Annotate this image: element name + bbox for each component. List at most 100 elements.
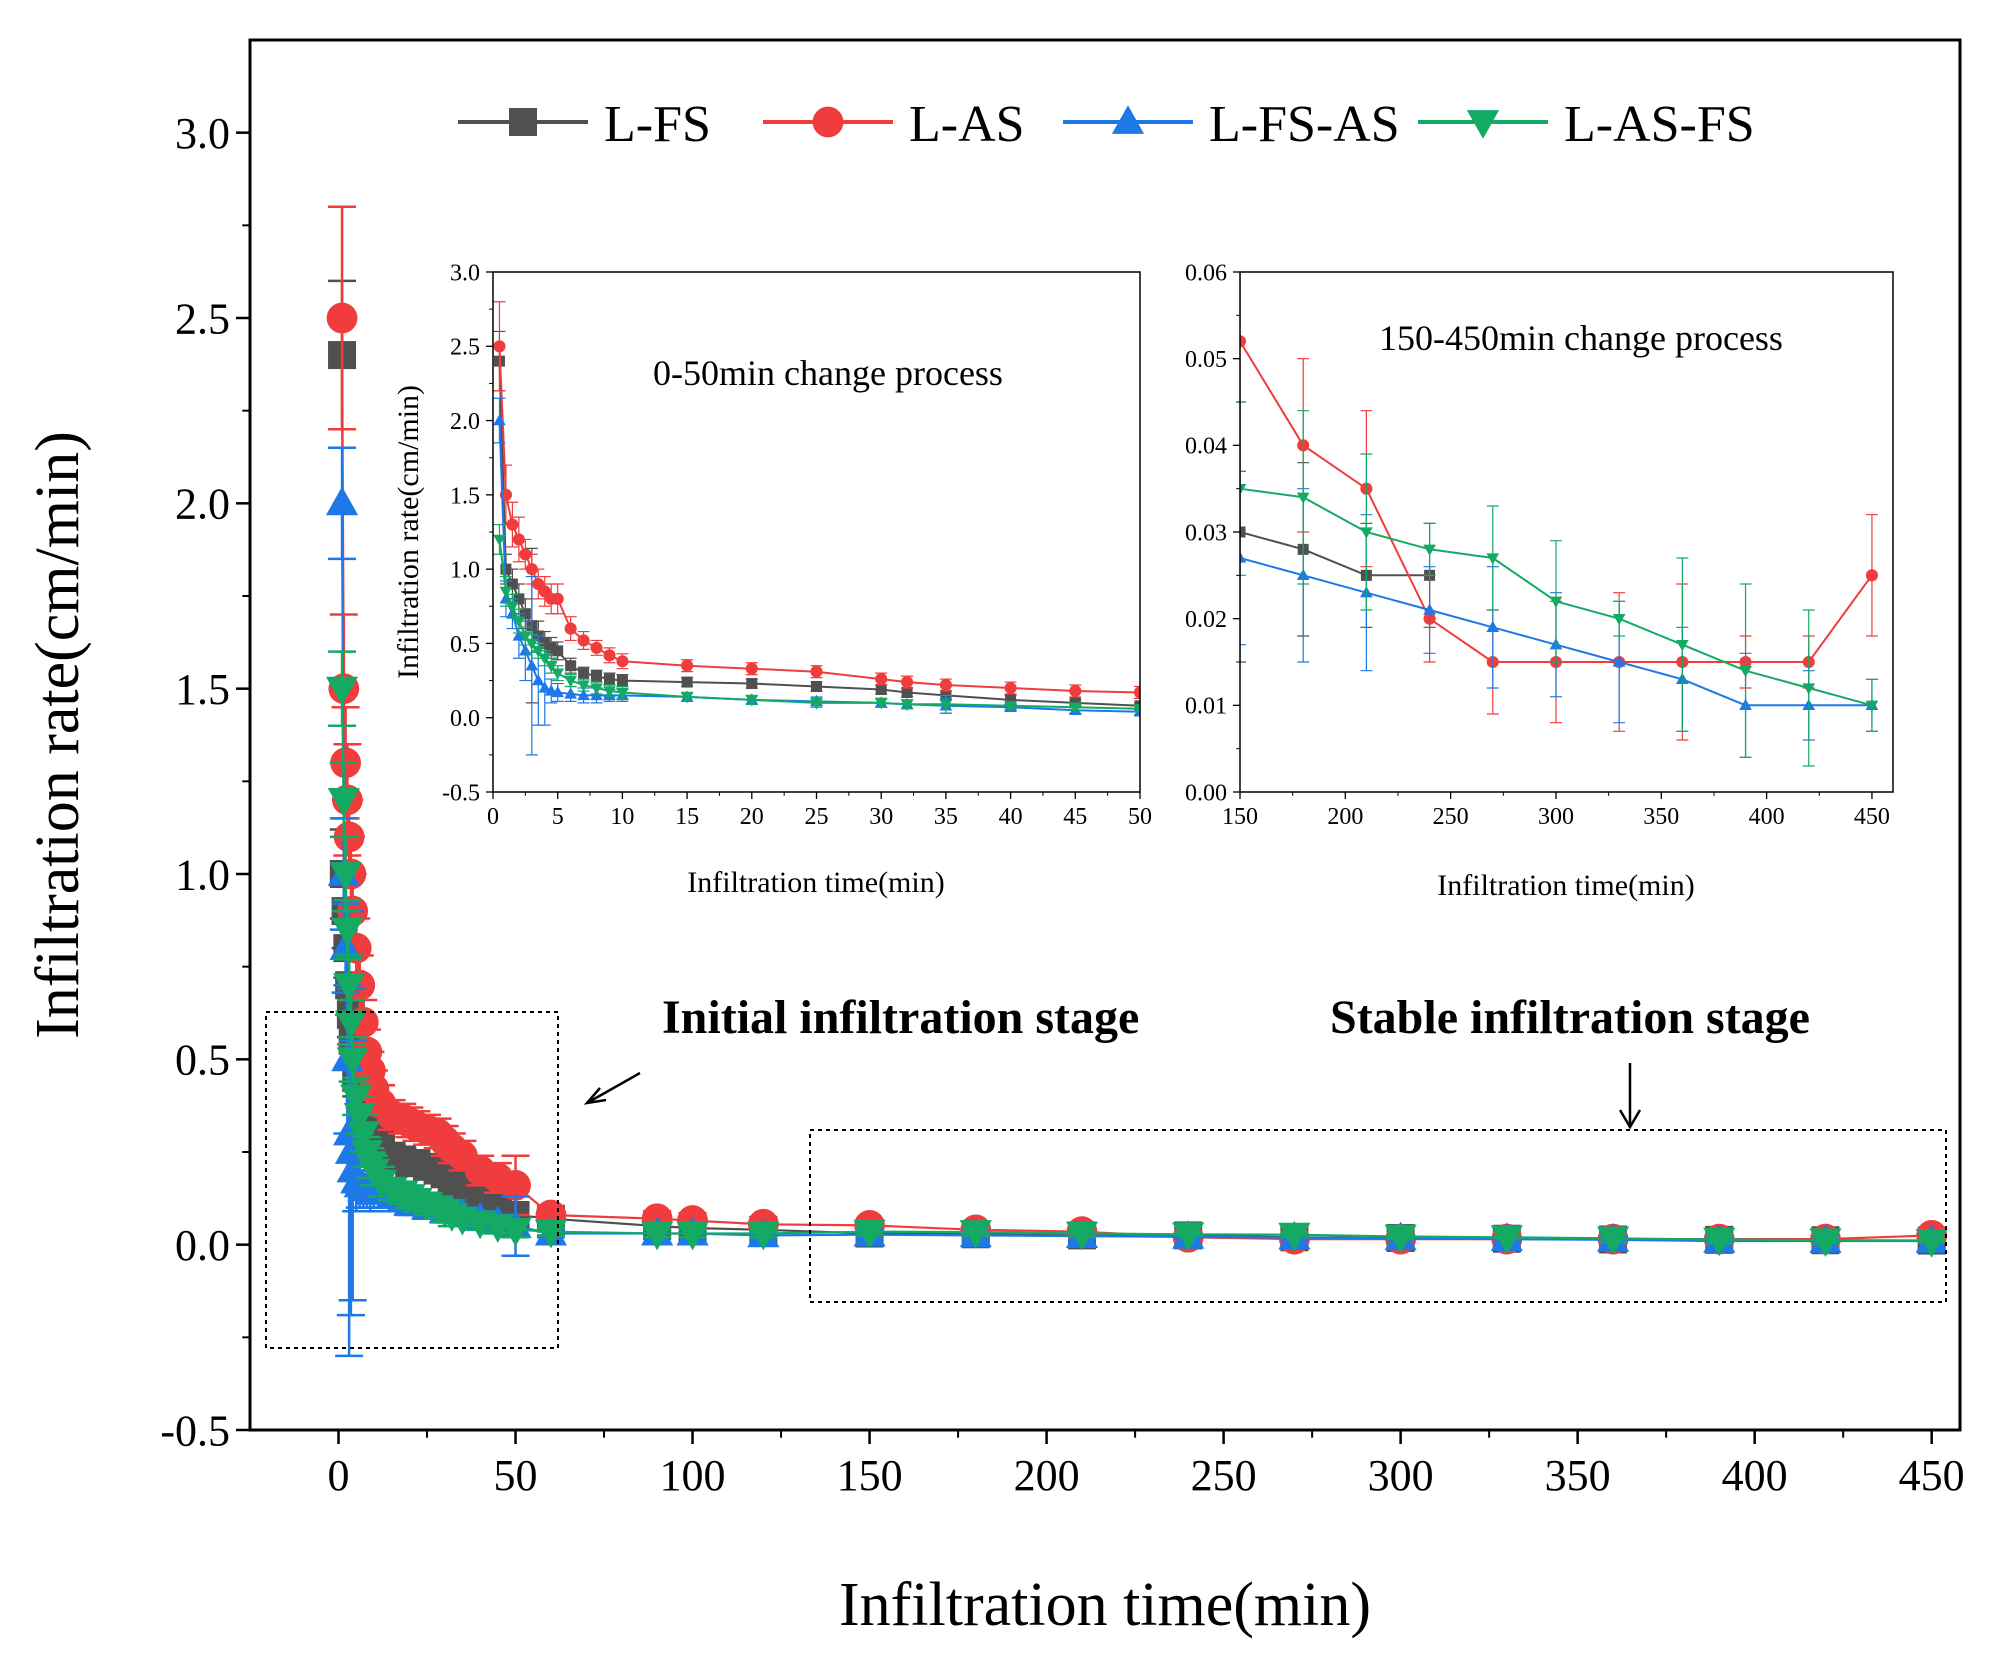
data-point	[512, 616, 526, 628]
legend-marker	[1466, 110, 1500, 139]
data-point	[1486, 620, 1500, 633]
data-point	[519, 548, 532, 561]
data-point	[519, 608, 531, 620]
data-point	[681, 659, 694, 672]
main-x-tick-label: 200	[1014, 1451, 1080, 1500]
inset2-y-tick-label: 0.04	[1185, 434, 1227, 460]
legend: L-FS L-AS L-FS-AS L-AS-FS	[458, 96, 1755, 153]
series-l-as-fs	[325, 650, 1948, 1258]
data-point	[525, 638, 539, 651]
inset1-y-tick-label: 1.5	[450, 483, 480, 509]
data-point	[1133, 705, 1140, 717]
inset2-y-tick-label: 0.05	[1185, 347, 1227, 373]
data-point	[875, 683, 887, 695]
data-point	[1240, 551, 1247, 563]
stable-stage-annotation: Stable infiltration stage	[1330, 991, 1810, 1044]
legend-label: L-AS	[909, 96, 1025, 153]
legend-label: L-FS	[604, 96, 711, 153]
inset2-axes: 150 200 250 300 350 400 450 0.00 0.01 0.02 0.03 0.0…	[1185, 260, 1890, 830]
data-point	[564, 687, 577, 699]
data-point	[1005, 694, 1017, 706]
data-point	[680, 692, 694, 704]
main-y-tick-label: 1.0	[175, 850, 230, 899]
data-point	[853, 1219, 886, 1249]
data-point	[875, 673, 888, 686]
inset1-axes: 0 5 10 15 20 25 30 35 40 45 50 -0.5 0.0 0.5 1.0 1.5 2.0 2…	[442, 260, 1152, 830]
data-point	[1133, 686, 1140, 699]
data-point	[578, 667, 590, 679]
data-point	[603, 673, 615, 685]
data-point	[325, 486, 359, 516]
data-point	[1004, 701, 1017, 713]
data-point	[506, 518, 519, 531]
data-point	[1809, 1228, 1842, 1258]
data-point	[551, 592, 564, 605]
data-point	[1915, 1229, 1948, 1258]
data-point	[1240, 526, 1246, 538]
inset2-y-tick-label: 0.02	[1185, 607, 1227, 633]
data-point	[565, 660, 577, 672]
main-x-tick-label: 250	[1191, 1451, 1257, 1500]
initial-stage-arrow	[583, 1071, 641, 1105]
data-point	[939, 678, 952, 692]
series-l-as-fs	[493, 523, 1140, 716]
inset1-x-tick-label: 40	[999, 804, 1023, 830]
data-point	[616, 687, 629, 700]
data-point	[506, 601, 519, 613]
data-point	[1865, 700, 1879, 712]
inset1-x-tick-label: 20	[740, 804, 764, 830]
data-point	[900, 699, 914, 711]
stable-stage-arrow	[1618, 1063, 1642, 1130]
data-point	[590, 683, 603, 695]
data-point	[1802, 683, 1816, 695]
error-bar	[1240, 401, 1246, 576]
inset2-x-tick-label: 450	[1854, 804, 1890, 830]
legend-item-l-fs-as: L-FS-AS	[1063, 96, 1400, 153]
inset2-x-tick-label: 150	[1222, 804, 1258, 830]
inset2-frame	[1239, 271, 1894, 793]
inset1-y-tick-label: 0.5	[450, 632, 480, 658]
data-point	[1068, 702, 1082, 714]
data-point	[347, 1121, 380, 1151]
data-point	[1069, 684, 1082, 698]
data-point	[1384, 1224, 1417, 1254]
data-point	[343, 1103, 376, 1132]
main-x-tick-label: 100	[660, 1451, 726, 1500]
data-point	[810, 665, 823, 678]
data-point	[506, 578, 518, 590]
main-y-tick-label: 2.5	[175, 294, 230, 343]
data-point	[577, 634, 590, 647]
legend-label: L-AS-FS	[1564, 96, 1755, 153]
data-point	[874, 698, 888, 710]
data-point	[512, 533, 525, 546]
data-point	[499, 1217, 532, 1247]
inset1-y-tick-label: 0.0	[450, 706, 480, 732]
data-point	[1549, 596, 1563, 608]
inset1-x-tick-label: 10	[610, 804, 634, 830]
data-point	[591, 670, 603, 682]
data-point	[959, 1220, 992, 1249]
data-point	[325, 676, 359, 706]
data-point	[329, 862, 362, 891]
data-point	[1296, 492, 1310, 504]
data-point	[499, 586, 513, 599]
data-point	[745, 662, 758, 675]
inset1-x-tick-label: 25	[805, 804, 829, 830]
data-point	[333, 973, 366, 1002]
main-series-layer	[325, 205, 1948, 1358]
main-x-tick-label: 300	[1368, 1451, 1434, 1500]
data-point	[539, 637, 551, 649]
data-point	[493, 534, 506, 547]
data-point	[747, 1221, 780, 1251]
initial-stage-annotation: Initial infiltration stage	[662, 991, 1139, 1044]
data-point	[603, 649, 616, 662]
main-plot-frame	[248, 38, 1962, 1432]
data-point	[552, 645, 564, 657]
inset1-y-tick-label: 2.0	[450, 409, 480, 435]
data-point	[336, 1047, 369, 1077]
data-point	[564, 675, 577, 688]
data-point	[1065, 1221, 1099, 1251]
inset1-x-tick-label: 35	[934, 804, 958, 830]
